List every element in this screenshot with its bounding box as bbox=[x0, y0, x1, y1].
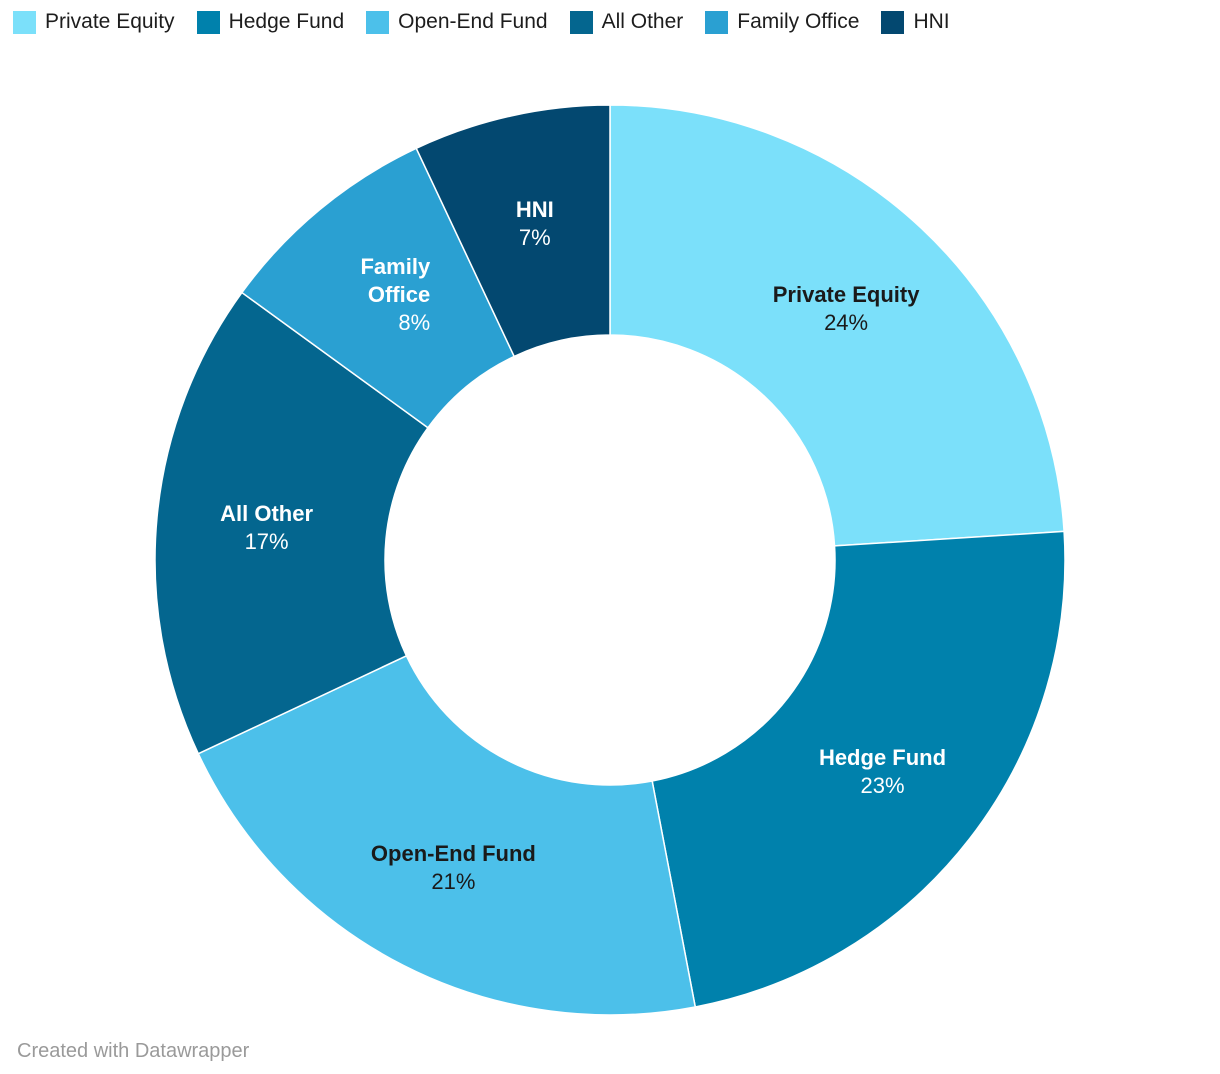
legend-swatch-private-equity bbox=[13, 10, 36, 34]
slice-label-open-end-fund: Open-End Fund 21% bbox=[371, 841, 536, 894]
legend-item-private-equity: Private Equity bbox=[13, 10, 175, 34]
legend-item-hedge-fund: Hedge Fund bbox=[196, 10, 345, 34]
legend-item-open-end-fund: Open-End Fund bbox=[366, 10, 548, 34]
slice-label-hni: HNI 7% bbox=[516, 197, 554, 250]
legend: Private Equity Hedge Fund Open-End Fund All… bbox=[13, 10, 1210, 34]
slice-open-end-fund[interactable] bbox=[197, 655, 697, 1016]
legend-swatch-family-office bbox=[705, 10, 729, 34]
legend-label-private-equity: Private Equity bbox=[45, 10, 175, 33]
legend-label-hni: HNI bbox=[913, 10, 950, 33]
legend-label-hedge-fund: Hedge Fund bbox=[228, 10, 345, 33]
datawrapper-attribution-link[interactable]: Created with Datawrapper bbox=[17, 1040, 250, 1062]
slice-label-family-office: Family Office 8% bbox=[360, 254, 430, 335]
slice-label-private-equity: Private Equity 24% bbox=[773, 282, 920, 335]
legend-item-all-other: All Other bbox=[569, 10, 684, 34]
legend-label-family-office: Family Office bbox=[737, 10, 860, 33]
legend-label-open-end-fund: Open-End Fund bbox=[398, 10, 548, 33]
legend-item-hni: HNI bbox=[881, 10, 950, 34]
slice-label-hedge-fund: Hedge Fund 23% bbox=[819, 745, 946, 798]
legend-swatch-hedge-fund bbox=[196, 10, 220, 34]
slice-label-all-other: All Other 17% bbox=[220, 501, 313, 554]
slice-hni[interactable] bbox=[415, 104, 611, 358]
slice-private-equity[interactable] bbox=[609, 104, 1065, 547]
legend-swatch-hni bbox=[881, 10, 905, 34]
legend-item-family-office: Family Office bbox=[705, 10, 859, 34]
legend-swatch-open-end-fund bbox=[366, 10, 390, 34]
slice-hedge-fund[interactable] bbox=[651, 530, 1066, 1008]
legend-label-all-other: All Other bbox=[601, 10, 684, 33]
legend-swatch-all-other bbox=[569, 10, 593, 34]
slice-all-other[interactable] bbox=[154, 291, 429, 755]
